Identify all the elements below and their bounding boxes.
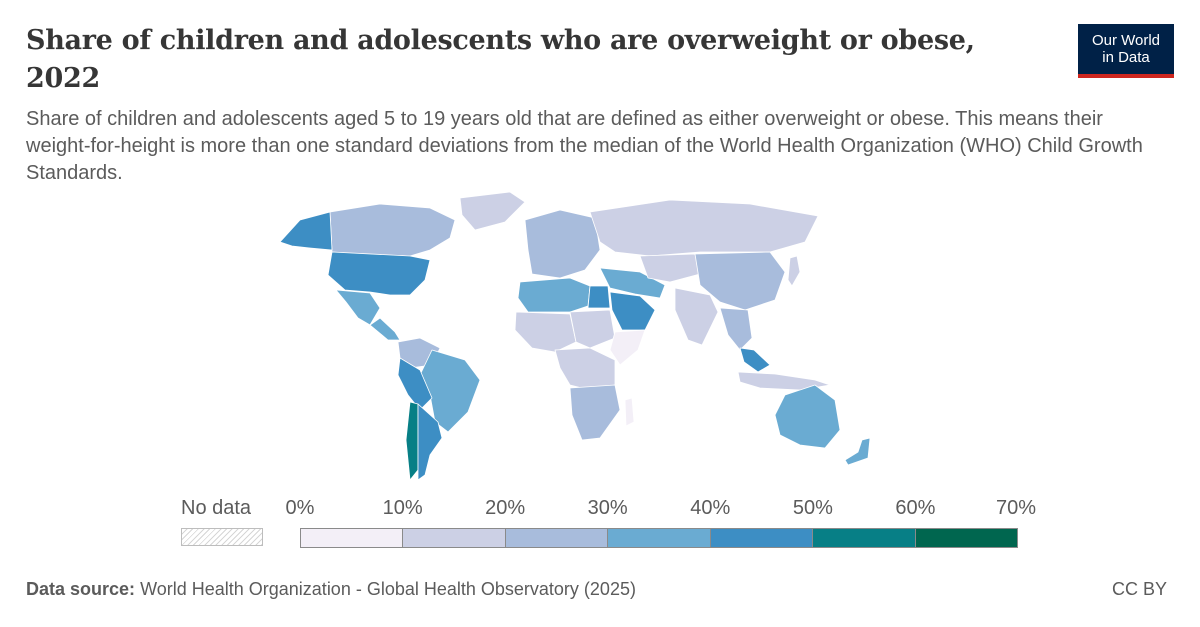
- logo-line-2: in Data: [1102, 49, 1150, 66]
- region[interactable]: [329, 203, 456, 257]
- region[interactable]: [589, 199, 819, 257]
- region[interactable]: [719, 307, 753, 351]
- region[interactable]: [599, 267, 666, 299]
- legend-bin[interactable]: [813, 529, 916, 547]
- legend-bin[interactable]: [403, 529, 506, 547]
- license-link[interactable]: CC BY: [1112, 579, 1168, 599]
- legend-bin[interactable]: [915, 529, 1017, 547]
- region[interactable]: [674, 287, 719, 346]
- legend-color-scale: [300, 528, 1018, 548]
- data-source-link[interactable]: World Health Organization - Global Healt…: [140, 579, 636, 599]
- chart-subtitle: Share of children and adolescents aged 5…: [26, 108, 1143, 184]
- region[interactable]: [327, 251, 431, 296]
- chart-title: Share of children and adolescents who ar…: [26, 25, 975, 94]
- region[interactable]: [517, 277, 591, 313]
- region[interactable]: [739, 347, 771, 373]
- region[interactable]: [514, 311, 577, 353]
- region[interactable]: [587, 285, 611, 309]
- legend-tick-label: 60%: [895, 497, 936, 519]
- legend-tick-label: 70%: [995, 497, 1037, 519]
- legend-tick-label: 20%: [485, 497, 526, 519]
- region[interactable]: [624, 397, 635, 427]
- legend-tick-label: 50%: [792, 497, 833, 519]
- region[interactable]: [405, 401, 419, 481]
- region[interactable]: [554, 347, 616, 391]
- legend-bin[interactable]: [608, 529, 711, 547]
- our-world-in-data-logo[interactable]: Our World in Data: [1078, 24, 1174, 78]
- legend-no-data-swatch[interactable]: [181, 528, 263, 546]
- region[interactable]: [335, 289, 381, 326]
- region[interactable]: [417, 403, 443, 481]
- region[interactable]: [694, 251, 786, 311]
- region[interactable]: [279, 211, 333, 251]
- legend-tick-label: 40%: [690, 497, 731, 519]
- region[interactable]: [459, 191, 526, 231]
- region[interactable]: [787, 255, 801, 287]
- legend-tick-label: 0%: [285, 497, 315, 519]
- region[interactable]: [844, 437, 871, 466]
- legend-bin[interactable]: [505, 529, 609, 547]
- legend-tick-label: 30%: [587, 497, 628, 519]
- region[interactable]: [609, 329, 646, 366]
- data-source-label: Data source:: [26, 579, 136, 599]
- region[interactable]: [774, 384, 841, 449]
- logo-line-1: Our World: [1091, 32, 1161, 49]
- legend-no-data-label: No data: [181, 497, 252, 519]
- legend-tick-label: 10%: [382, 497, 423, 519]
- data-source: Data source: World Health Organization -…: [26, 579, 636, 600]
- region[interactable]: [524, 209, 601, 279]
- legend-bin[interactable]: [710, 529, 814, 547]
- region[interactable]: [609, 291, 656, 331]
- region[interactable]: [569, 309, 616, 349]
- region[interactable]: [569, 384, 621, 441]
- region[interactable]: [639, 253, 701, 283]
- legend-bin[interactable]: [301, 529, 404, 547]
- region[interactable]: [369, 317, 401, 341]
- world-map: [279, 191, 871, 481]
